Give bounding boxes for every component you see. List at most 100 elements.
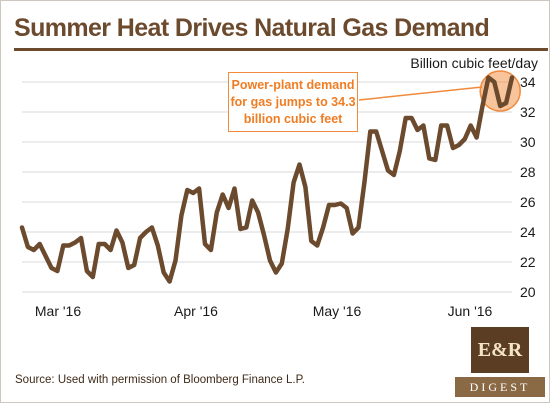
- data-point: [32, 249, 35, 252]
- data-point: [481, 105, 484, 108]
- data-point: [469, 124, 472, 127]
- data-point: [345, 207, 348, 210]
- x-tick-label: Mar '16: [35, 303, 81, 319]
- data-point: [440, 124, 443, 127]
- data-point: [50, 267, 53, 270]
- annotation-text: Power-plant demand for gas jumps to 34.3…: [230, 77, 356, 126]
- y-tick-label: 24: [520, 224, 536, 240]
- data-point: [144, 231, 147, 234]
- data-point: [109, 249, 112, 252]
- data-point: [392, 174, 395, 177]
- data-point: [416, 129, 419, 132]
- y-axis-unit-label: Billion cubic feet/day: [410, 55, 538, 71]
- data-point: [74, 241, 77, 244]
- data-point: [215, 211, 218, 214]
- data-point: [26, 246, 29, 249]
- data-point: [198, 187, 201, 190]
- data-point: [263, 234, 266, 237]
- data-point: [333, 204, 336, 207]
- data-point: [487, 76, 490, 79]
- data-point: [398, 150, 401, 153]
- data-point: [446, 124, 449, 127]
- data-point: [511, 76, 514, 79]
- data-point: [56, 270, 59, 273]
- data-point: [204, 243, 207, 246]
- y-tick-label: 30: [520, 134, 536, 150]
- data-point: [357, 226, 360, 229]
- y-tick-label: 34: [520, 74, 536, 90]
- annotation-callout: Power-plant demand for gas jumps to 34.3…: [228, 72, 358, 132]
- data-point: [192, 192, 195, 195]
- data-point: [310, 240, 313, 243]
- data-point: [457, 144, 460, 147]
- data-point: [21, 226, 24, 229]
- data-point: [387, 169, 390, 172]
- data-point: [475, 136, 478, 139]
- data-point: [239, 228, 242, 231]
- y-tick-label: 32: [520, 104, 536, 120]
- data-point: [38, 243, 41, 246]
- data-point: [150, 226, 153, 229]
- logo-band: DIGEST: [455, 377, 545, 397]
- x-tick-label: May '16: [313, 303, 362, 319]
- data-point: [121, 241, 124, 244]
- data-point: [422, 124, 425, 127]
- data-point: [280, 262, 283, 265]
- data-point: [44, 255, 47, 258]
- data-point: [156, 244, 159, 247]
- data-point: [375, 130, 378, 133]
- title-rule: [14, 48, 548, 51]
- data-point: [168, 280, 171, 283]
- data-point: [221, 193, 224, 196]
- data-point: [162, 271, 165, 274]
- data-point: [209, 249, 212, 252]
- data-point: [322, 226, 325, 229]
- data-point: [245, 226, 248, 229]
- x-tick-label: Apr '16: [174, 303, 218, 319]
- y-tick-label: 22: [520, 254, 536, 270]
- data-point: [493, 81, 496, 84]
- x-axis-ticks: Mar '16 Apr '16 May '16 Jun '16: [35, 303, 493, 319]
- data-point: [451, 147, 454, 150]
- annotation-pointer: [358, 86, 483, 101]
- y-axis-ticks: 20 22 24 26 28 30 32 34: [520, 74, 536, 300]
- y-tick-label: 28: [520, 164, 536, 180]
- logo-mark: E&R: [471, 327, 529, 373]
- data-point: [351, 232, 354, 235]
- y-tick-label: 20: [520, 284, 536, 300]
- data-point: [463, 138, 466, 141]
- data-point: [62, 244, 65, 247]
- data-point: [174, 259, 177, 262]
- data-point: [339, 202, 342, 205]
- data-point: [369, 130, 372, 133]
- data-point: [274, 271, 277, 274]
- data-point: [316, 244, 319, 247]
- data-point: [103, 243, 106, 246]
- data-point: [404, 117, 407, 120]
- logo-bottom-text: DIGEST: [469, 379, 531, 394]
- data-point: [434, 159, 437, 162]
- data-point: [139, 237, 142, 240]
- logo-top-text: E&R: [477, 338, 523, 361]
- source-note: Source: Used with permission of Bloomber…: [15, 374, 305, 386]
- data-point: [180, 214, 183, 217]
- plot-area: [19, 70, 521, 284]
- data-point: [268, 259, 271, 262]
- data-point: [499, 105, 502, 108]
- y-tick-label: 26: [520, 194, 536, 210]
- data-point: [381, 150, 384, 153]
- er-digest-logo: E&R DIGEST: [455, 327, 545, 397]
- chart-title: Summer Heat Drives Natural Gas Demand: [14, 14, 490, 42]
- data-point: [80, 237, 83, 240]
- data-point: [304, 186, 307, 189]
- data-point: [133, 264, 136, 267]
- grid-lines: [22, 81, 512, 293]
- data-point: [428, 157, 431, 160]
- data-point: [227, 207, 230, 210]
- data-point: [410, 117, 413, 120]
- data-point: [327, 204, 330, 207]
- data-point: [251, 199, 254, 202]
- data-point: [298, 163, 301, 166]
- data-point: [363, 181, 366, 184]
